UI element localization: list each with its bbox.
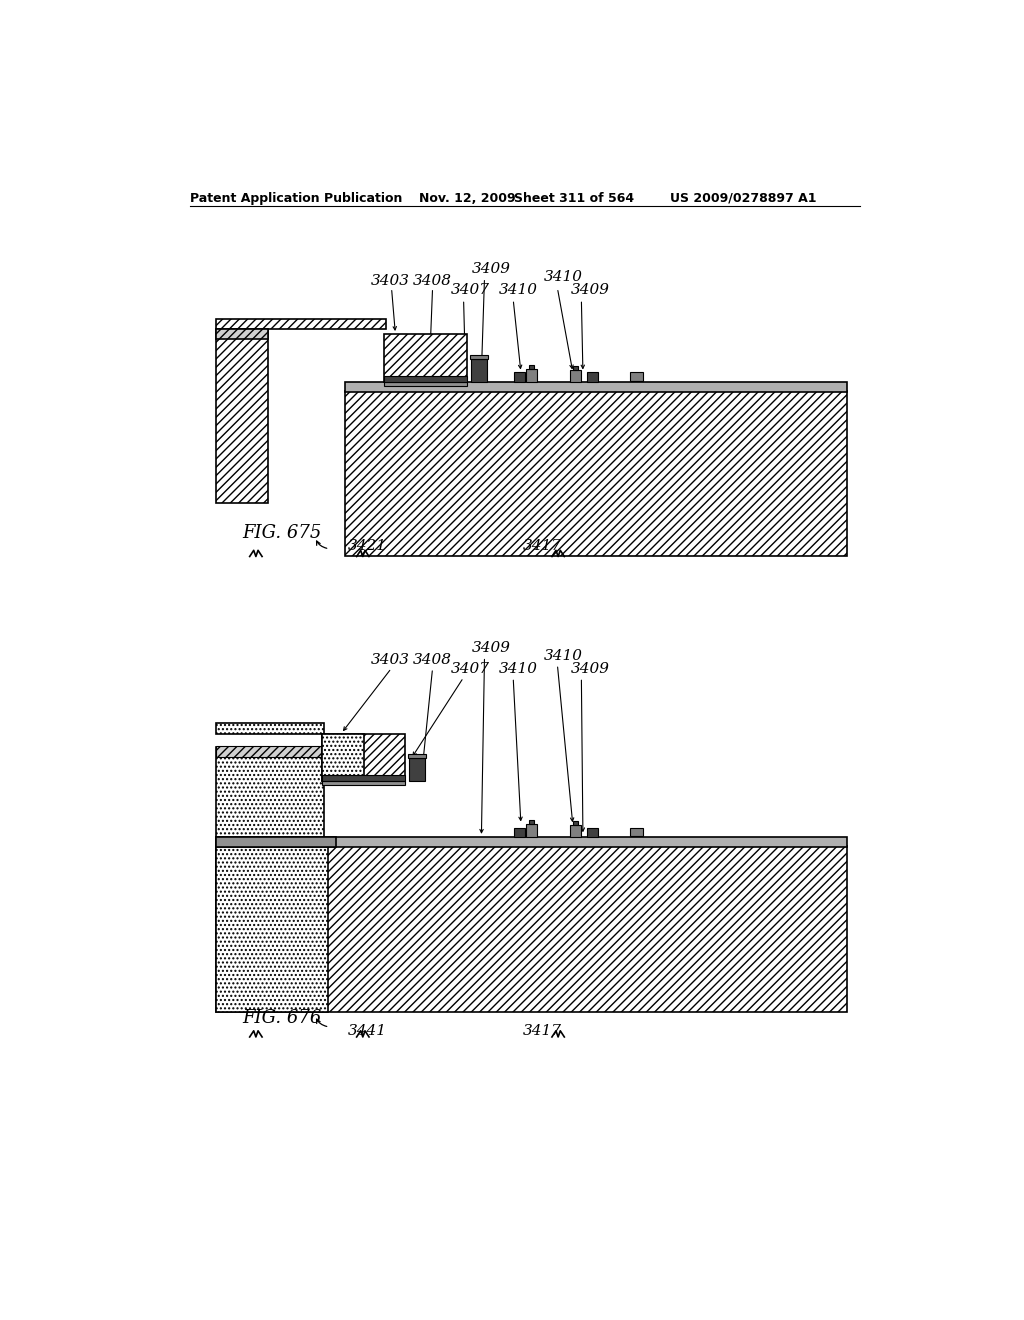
Text: 3403: 3403 bbox=[371, 652, 410, 667]
Text: FIG. 676: FIG. 676 bbox=[243, 1008, 323, 1027]
Bar bbox=[345, 391, 847, 557]
Text: Patent Application Publication: Patent Application Publication bbox=[190, 191, 402, 205]
Bar bbox=[514, 372, 525, 381]
Text: FIG. 675: FIG. 675 bbox=[243, 524, 323, 543]
Text: Sheet 311 of 564: Sheet 311 of 564 bbox=[514, 191, 634, 205]
Bar bbox=[384, 334, 467, 381]
Text: 3409: 3409 bbox=[472, 642, 511, 655]
Bar bbox=[216, 837, 847, 847]
Bar bbox=[470, 355, 488, 359]
Bar bbox=[216, 318, 386, 330]
Text: 3417: 3417 bbox=[523, 539, 562, 553]
Text: 3410: 3410 bbox=[500, 661, 539, 676]
Bar bbox=[529, 820, 535, 824]
Bar bbox=[587, 372, 598, 381]
Text: 3441: 3441 bbox=[348, 1024, 387, 1038]
Bar bbox=[345, 381, 847, 392]
Bar bbox=[630, 828, 643, 836]
Text: 3421: 3421 bbox=[348, 539, 387, 553]
Bar bbox=[322, 775, 406, 781]
Bar bbox=[322, 734, 365, 781]
Bar bbox=[526, 368, 538, 381]
Bar bbox=[569, 825, 581, 837]
Bar bbox=[216, 846, 847, 1011]
Text: 3409: 3409 bbox=[570, 661, 609, 676]
Bar bbox=[216, 747, 324, 921]
Text: US 2009/0278897 A1: US 2009/0278897 A1 bbox=[671, 191, 817, 205]
Text: 3408: 3408 bbox=[413, 273, 452, 288]
Text: 3409: 3409 bbox=[570, 282, 609, 297]
Bar bbox=[216, 330, 268, 339]
Bar bbox=[529, 364, 535, 368]
Text: 3410: 3410 bbox=[544, 648, 583, 663]
Bar bbox=[216, 837, 336, 847]
Text: 3407: 3407 bbox=[452, 282, 490, 297]
Bar bbox=[408, 755, 426, 758]
Text: Nov. 12, 2009: Nov. 12, 2009 bbox=[419, 191, 515, 205]
Text: 3407: 3407 bbox=[452, 661, 490, 676]
Bar bbox=[569, 370, 581, 381]
Text: 3408: 3408 bbox=[413, 652, 452, 667]
Bar bbox=[410, 758, 425, 781]
Bar bbox=[572, 367, 578, 370]
Bar bbox=[322, 734, 406, 781]
Bar bbox=[216, 746, 324, 756]
Bar bbox=[384, 376, 467, 381]
Text: 3410: 3410 bbox=[500, 282, 539, 297]
Bar bbox=[216, 846, 328, 1011]
Text: 3410: 3410 bbox=[544, 269, 583, 284]
Bar bbox=[572, 821, 578, 825]
Text: 3403: 3403 bbox=[371, 273, 410, 288]
Text: 3417: 3417 bbox=[523, 1024, 562, 1038]
Bar bbox=[216, 723, 324, 734]
Bar bbox=[322, 781, 406, 785]
Bar bbox=[471, 359, 486, 381]
Bar bbox=[384, 381, 467, 385]
Bar bbox=[587, 828, 598, 837]
Bar bbox=[630, 372, 643, 381]
Bar bbox=[526, 824, 538, 837]
Text: 3409: 3409 bbox=[472, 263, 511, 276]
Bar bbox=[216, 330, 268, 503]
Bar bbox=[514, 828, 525, 837]
